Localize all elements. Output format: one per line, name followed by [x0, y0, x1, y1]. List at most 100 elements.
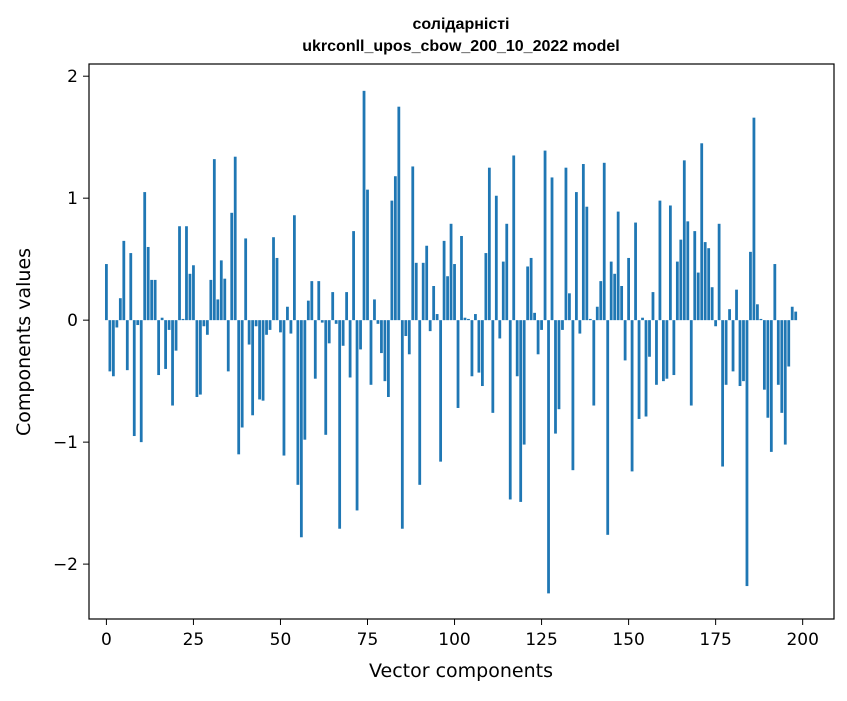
bar [515, 320, 519, 377]
chart-title-line2: ukrconll_upos_cbow_200_10_2022 model [302, 38, 619, 55]
bar [588, 318, 592, 321]
bar [293, 215, 296, 321]
bar [742, 320, 745, 382]
bar [641, 317, 644, 321]
bar [714, 320, 718, 327]
bar [550, 177, 554, 321]
bar [533, 312, 536, 321]
bar [738, 320, 742, 387]
bar [286, 306, 289, 321]
bar [376, 320, 380, 324]
bar [651, 292, 655, 321]
bar [543, 150, 547, 321]
x-tick-label: 200 [786, 630, 818, 650]
bar [209, 279, 213, 321]
bar [157, 320, 161, 376]
bar [568, 293, 571, 321]
bar [595, 306, 599, 321]
bar [505, 223, 509, 321]
bar [501, 261, 505, 321]
bar [404, 320, 408, 337]
bar [679, 239, 683, 321]
bar [481, 320, 484, 387]
bar [689, 320, 693, 406]
bar [233, 156, 237, 321]
bar [320, 320, 324, 323]
bar [783, 320, 787, 445]
bar [756, 304, 759, 321]
bar [355, 320, 359, 511]
bar [655, 320, 658, 385]
bar [216, 299, 220, 321]
bar [731, 320, 735, 372]
bar [453, 264, 456, 321]
bar [547, 320, 550, 594]
bar [425, 245, 429, 321]
y-tick-label: 0 [67, 311, 78, 331]
bar [446, 276, 449, 321]
bar [122, 240, 126, 321]
bar [491, 320, 495, 413]
bar [171, 320, 174, 406]
bar [299, 320, 303, 538]
bar [230, 212, 234, 321]
bar [237, 320, 241, 455]
bar [261, 320, 265, 401]
plot-frame [88, 63, 835, 620]
bar [578, 320, 582, 334]
bar [153, 279, 157, 321]
bar [251, 320, 255, 416]
bar [108, 320, 112, 372]
bar [658, 200, 662, 321]
bar [599, 281, 603, 321]
bar [313, 320, 317, 379]
bar [675, 261, 679, 321]
bar [146, 246, 150, 321]
bar [780, 320, 784, 413]
bar [390, 200, 394, 321]
bar [665, 320, 669, 379]
bar [717, 223, 721, 321]
bar [616, 211, 620, 321]
bar [268, 320, 272, 330]
bar [240, 320, 244, 428]
bar [247, 320, 251, 345]
bar [526, 266, 530, 321]
bar [529, 257, 533, 321]
bar [341, 320, 345, 346]
bar [289, 320, 293, 334]
y-tick-label: 1 [67, 189, 78, 209]
bar [745, 320, 749, 587]
bar [400, 320, 404, 529]
y-tick-label: 2 [67, 67, 78, 87]
bar [703, 242, 707, 321]
bar [202, 320, 206, 327]
bar [721, 320, 724, 467]
bar [254, 320, 258, 327]
bar [369, 320, 373, 385]
bar [776, 320, 780, 385]
bar [613, 273, 617, 321]
bars-group [105, 90, 798, 594]
bar [105, 264, 108, 321]
bar [439, 320, 443, 462]
bar [205, 320, 209, 335]
bar [693, 231, 697, 321]
x-tick-label: 175 [699, 630, 731, 650]
bar [334, 320, 338, 324]
bar [185, 226, 188, 321]
bar [432, 286, 436, 321]
bar [352, 231, 355, 321]
bar [397, 106, 401, 321]
bar [769, 320, 773, 452]
bar [749, 251, 752, 321]
bar [662, 320, 665, 382]
bar [592, 320, 596, 406]
bar [602, 162, 606, 321]
x-tick-label: 100 [438, 630, 470, 650]
bar [696, 272, 700, 321]
bar [150, 279, 154, 321]
chart-title-line1: солідарністі [413, 16, 510, 33]
